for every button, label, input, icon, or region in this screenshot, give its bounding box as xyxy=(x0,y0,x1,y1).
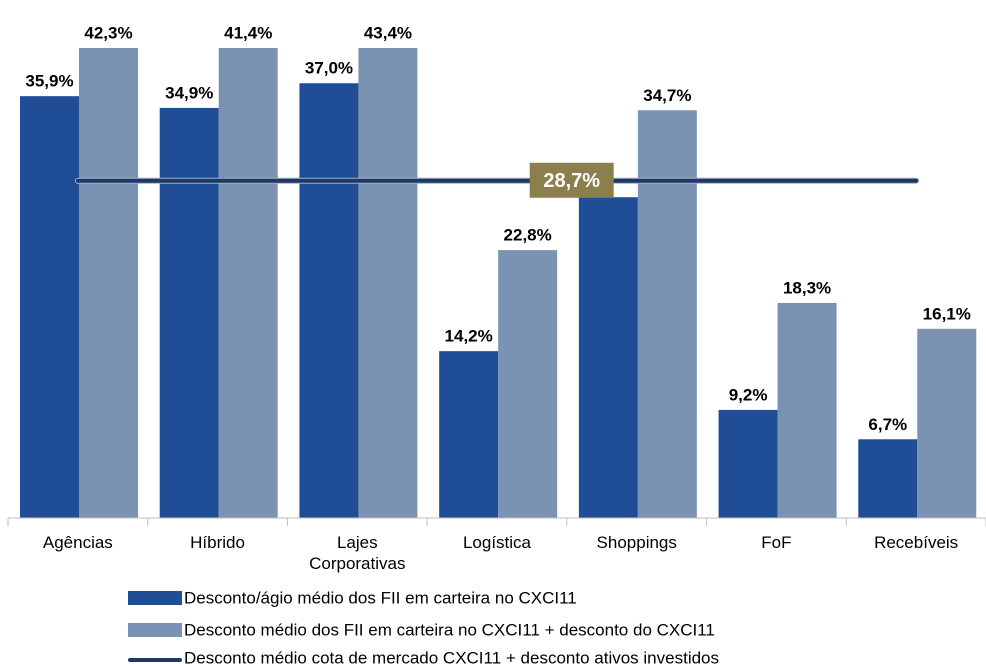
bars xyxy=(20,48,977,519)
x-tick-label: Shoppings xyxy=(596,533,677,552)
bar xyxy=(858,439,918,518)
value-label: 43,4% xyxy=(364,23,412,42)
bar xyxy=(777,302,837,518)
x-tick-label: Recebíveis xyxy=(874,533,959,552)
bar xyxy=(20,96,79,519)
value-label: 34,7% xyxy=(643,86,691,105)
legend-label: Desconto/ágio médio dos FII em carteira … xyxy=(184,588,577,607)
x-tick-label: Logística xyxy=(462,533,532,552)
legend-swatch xyxy=(128,591,182,605)
legend-label: Desconto médio cota de mercado CXCI11 + … xyxy=(184,648,719,664)
reference-label: 28,7% xyxy=(543,170,600,192)
value-label: 22,8% xyxy=(504,226,552,245)
x-tick-label: FoF xyxy=(761,533,792,552)
bar xyxy=(498,250,558,518)
bar xyxy=(79,48,138,518)
bar xyxy=(917,328,977,518)
bar xyxy=(159,107,219,519)
bar xyxy=(299,83,359,518)
reference-label-box xyxy=(529,162,614,198)
bar xyxy=(637,110,697,519)
x-tick-label: Agências xyxy=(42,533,113,552)
bar xyxy=(358,48,418,519)
value-label: 41,4% xyxy=(224,23,272,42)
bar xyxy=(439,351,499,518)
value-label: 18,3% xyxy=(783,278,831,297)
value-label: 9,2% xyxy=(729,385,768,404)
value-label: 42,3% xyxy=(84,23,132,42)
value-label: 35,9% xyxy=(25,72,73,91)
x-tick-label: Lajes Corporativas xyxy=(309,533,406,573)
value-label: 16,1% xyxy=(923,304,971,323)
x-tick-label: Híbrido xyxy=(190,533,245,552)
legend-label: Desconto médio dos FII em carteira no CX… xyxy=(184,620,715,639)
legend-swatch xyxy=(128,623,182,637)
value-label: 14,2% xyxy=(445,327,493,346)
value-label: 37,0% xyxy=(305,59,353,78)
bar xyxy=(218,48,278,519)
bar xyxy=(718,409,778,518)
value-label: 6,7% xyxy=(868,415,907,434)
bar xyxy=(578,197,638,518)
value-label: 34,9% xyxy=(165,83,213,102)
